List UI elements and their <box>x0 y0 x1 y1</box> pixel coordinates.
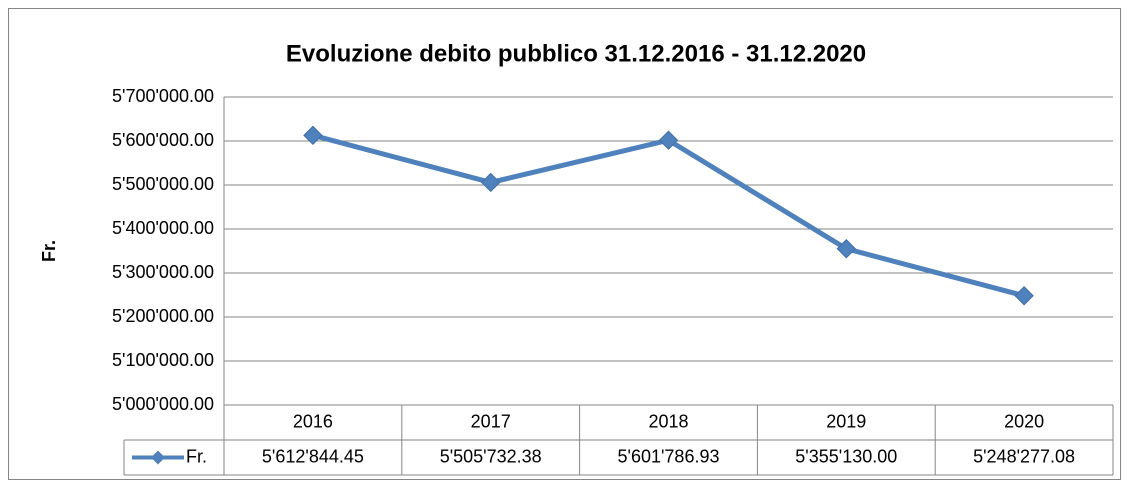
y-tick-label: 5'100'000.00 <box>112 350 214 370</box>
y-tick-label: 5'700'000.00 <box>112 86 214 106</box>
x-tick-label: 2019 <box>826 411 866 431</box>
chart-border <box>8 8 1121 480</box>
data-point <box>480 172 501 193</box>
table-value: 5'505'732.38 <box>440 446 542 466</box>
y-tick-label: 5'500'000.00 <box>112 174 214 194</box>
x-tick-label: 2018 <box>648 411 688 431</box>
data-point <box>303 125 323 146</box>
table-value: 5'248'277.08 <box>973 446 1075 466</box>
y-tick-label: 5'200'000.00 <box>112 306 214 326</box>
y-tick-label: 5'300'000.00 <box>112 262 214 282</box>
legend-label: Fr. <box>186 446 207 466</box>
table-value: 5'601'786.93 <box>618 446 720 466</box>
data-point <box>836 239 857 259</box>
legend-marker <box>151 450 165 465</box>
data-point <box>658 130 679 150</box>
x-tick-label: 2016 <box>293 411 333 431</box>
table-value: 5'355'130.00 <box>795 446 897 466</box>
table-value: 5'612'844.45 <box>262 446 364 466</box>
y-axis-label: Fr. <box>39 240 59 262</box>
x-tick-label: 2017 <box>471 411 511 431</box>
chart-title: Evoluzione debito pubblico 31.12.2016 - … <box>286 40 866 67</box>
x-tick-label: 2020 <box>1004 411 1044 431</box>
y-tick-label: 5'400'000.00 <box>112 218 214 238</box>
y-tick-label: 5'000'000.00 <box>112 394 214 414</box>
data-point <box>1014 286 1034 306</box>
y-tick-label: 5'600'000.00 <box>112 130 214 150</box>
